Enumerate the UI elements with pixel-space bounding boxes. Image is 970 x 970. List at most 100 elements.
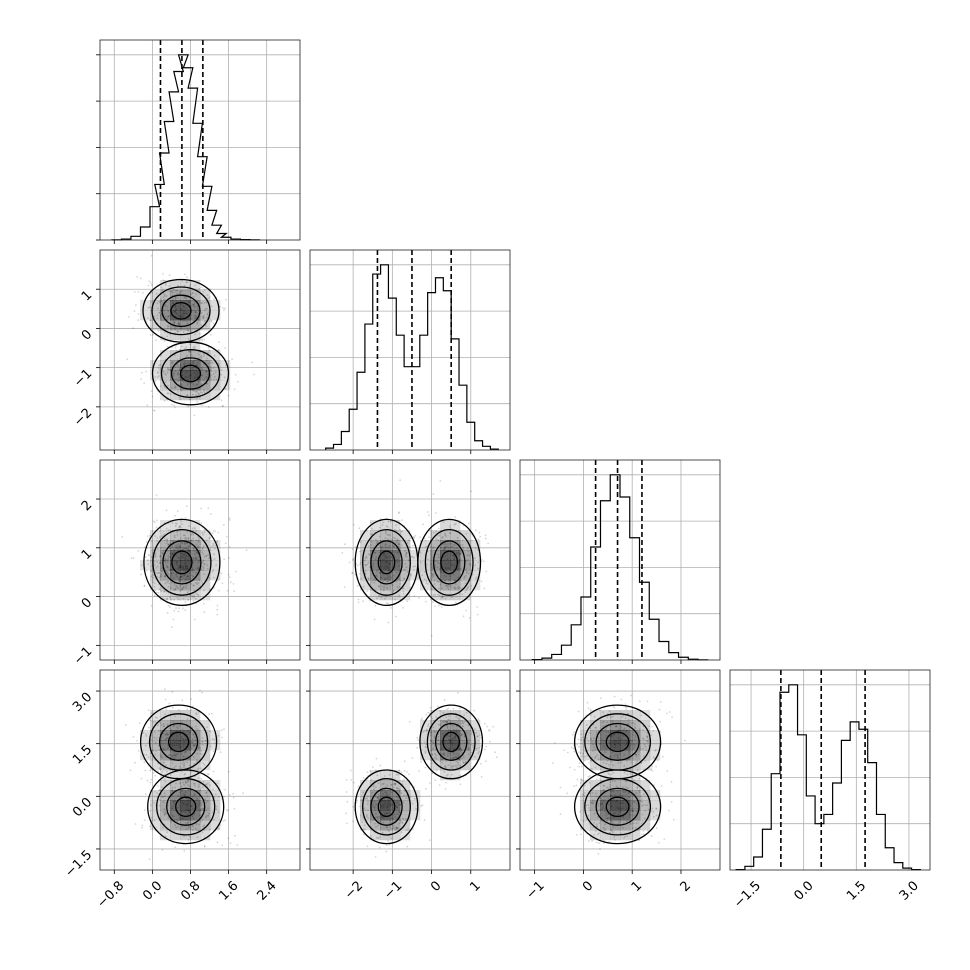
scatter-point: [176, 531, 178, 533]
scatter-point: [369, 554, 371, 556]
scatter-point: [651, 765, 653, 768]
scatter-point: [229, 842, 232, 844]
scatter-point: [162, 307, 165, 310]
scatter-point: [445, 760, 447, 762]
scatter-point: [395, 541, 398, 544]
scatter-point: [139, 277, 142, 280]
scatter-point: [483, 587, 486, 590]
scatter-point: [658, 708, 661, 711]
scatter-point: [203, 611, 206, 614]
scatter-point: [586, 737, 588, 740]
scatter-point: [187, 537, 190, 540]
scatter-point: [193, 618, 196, 621]
scatter-point: [432, 493, 435, 495]
scatter-point: [379, 820, 381, 822]
scatter-point: [203, 314, 205, 317]
scatter-point: [594, 755, 597, 758]
scatter-point: [222, 795, 225, 798]
scatter-point: [433, 735, 436, 738]
scatter-point: [453, 523, 456, 526]
scatter-point: [190, 351, 192, 354]
scatter-point: [444, 597, 447, 600]
scatter-point: [443, 546, 446, 549]
scatter-point: [640, 762, 642, 765]
scatter-point: [391, 538, 393, 541]
scatter-point: [475, 747, 478, 750]
scatter-point: [175, 826, 178, 829]
scatter-point: [143, 761, 146, 764]
scatter-point: [149, 319, 152, 322]
scatter-point: [387, 829, 389, 832]
scatter-point: [571, 746, 573, 749]
scatter-point: [163, 813, 166, 815]
scatter-point: [366, 815, 368, 818]
scatter-point: [403, 794, 405, 797]
scatter-point: [559, 813, 562, 816]
scatter-point: [221, 736, 223, 739]
scatter-point: [431, 753, 434, 756]
scatter-point: [158, 729, 160, 732]
scatter-point: [457, 691, 459, 694]
scatter-point: [631, 807, 633, 810]
scatter-point: [392, 783, 395, 785]
scatter-point: [210, 376, 212, 379]
scatter-point: [363, 833, 365, 836]
scatter-point: [134, 823, 137, 825]
scatter-point: [180, 327, 183, 329]
scatter-point: [424, 752, 427, 754]
density-cell: [160, 550, 171, 561]
scatter-point: [608, 710, 611, 713]
scatter-point: [196, 545, 199, 548]
scatter-point: [207, 311, 210, 314]
scatter-point: [168, 274, 171, 276]
density-cell: [430, 750, 441, 761]
density-cell: [460, 530, 471, 541]
scatter-point: [176, 547, 179, 549]
scatter-point: [183, 764, 186, 767]
scatter-point: [369, 770, 372, 773]
scatter-point: [221, 405, 224, 408]
scatter-point: [469, 565, 472, 567]
scatter-point: [590, 737, 592, 740]
scatter-point: [435, 754, 438, 757]
scatter-point: [359, 814, 362, 817]
scatter-point: [159, 371, 162, 373]
scatter-point: [212, 544, 215, 547]
scatter-point: [164, 381, 167, 383]
scatter-point: [580, 733, 583, 736]
scatter-point: [442, 521, 445, 523]
scatter-point: [639, 795, 642, 798]
density-cell: [140, 300, 151, 311]
scatter-point: [206, 795, 209, 798]
scatter-point: [154, 774, 157, 777]
scatter-point: [453, 756, 456, 759]
scatter-point: [187, 590, 189, 593]
scatter-point: [444, 580, 446, 583]
scatter-point: [148, 858, 151, 861]
scatter-point: [150, 816, 153, 819]
scatter-point: [434, 594, 437, 596]
scatter-point: [589, 714, 592, 717]
density-cell: [610, 720, 621, 731]
scatter-point: [446, 721, 448, 723]
scatter-point: [359, 561, 362, 564]
scatter-point: [217, 362, 220, 365]
scatter-point: [581, 736, 583, 739]
scatter-point: [404, 549, 406, 552]
scatter-point: [163, 795, 166, 798]
scatter-point: [140, 564, 143, 566]
scatter-point: [227, 770, 230, 773]
density-cell: [400, 530, 411, 541]
scatter-point: [216, 613, 219, 616]
scatter-point: [205, 357, 208, 360]
scatter-point: [569, 766, 571, 769]
scatter-point: [600, 697, 602, 699]
contour-line: [152, 528, 212, 596]
scatter-point: [170, 290, 173, 293]
scatter-point: [366, 563, 369, 566]
density-cell: [170, 560, 181, 571]
scatter-point: [439, 583, 442, 586]
scatter-point: [593, 834, 596, 836]
scatter-point: [428, 839, 431, 842]
scatter-point: [129, 769, 132, 772]
